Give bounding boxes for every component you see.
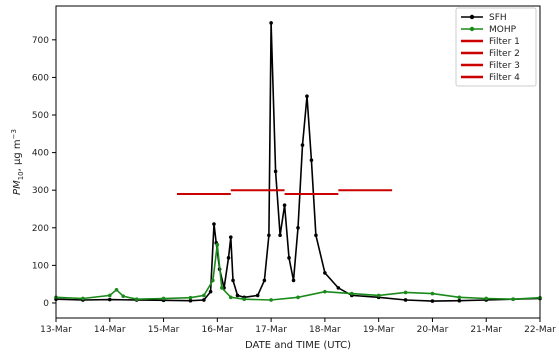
legend-box xyxy=(455,7,537,87)
legend-item: Filter 1 xyxy=(461,37,520,47)
data-point xyxy=(300,143,305,147)
data-point xyxy=(430,299,435,303)
data-point xyxy=(403,298,408,302)
data-point xyxy=(296,225,300,230)
y-tick-label: 100 xyxy=(32,261,49,271)
data-point xyxy=(211,278,215,283)
data-point xyxy=(161,296,166,301)
data-point xyxy=(220,286,224,290)
y-axis-label-var: PM xyxy=(12,180,23,195)
legend-label: SFH xyxy=(489,13,507,23)
y-tick-label: 500 xyxy=(32,111,49,121)
y-tick-label: 200 xyxy=(32,224,49,234)
x-tick-label: 18-Mar xyxy=(309,325,341,335)
x-axis-ticks: 13-Mar 14-Mar 15-Mar 16-Mar 17-Mar 18-Mar 19-M… xyxy=(40,318,556,335)
data-point xyxy=(403,290,408,295)
data-point xyxy=(188,295,193,300)
legend-item: SFH xyxy=(461,13,507,23)
data-point xyxy=(114,288,119,292)
legend-item: Filter 3 xyxy=(461,61,520,71)
data-point xyxy=(121,294,126,298)
data-point xyxy=(107,293,112,298)
data-point xyxy=(309,158,314,162)
data-point xyxy=(278,233,282,238)
data-point xyxy=(255,293,260,298)
x-tick-label: 14-Mar xyxy=(94,325,126,335)
legend-label: Filter 2 xyxy=(489,49,520,59)
x-tick-label: 13-Mar xyxy=(40,325,72,335)
data-point xyxy=(291,278,296,283)
x-tick-label: 19-Mar xyxy=(363,325,395,335)
y-axis-label: PM10, µg m−3 xyxy=(10,129,25,195)
y-tick-label: 300 xyxy=(32,186,49,196)
data-point xyxy=(202,293,206,298)
filter-layer xyxy=(177,189,393,195)
data-point xyxy=(242,297,247,302)
data-point xyxy=(231,278,235,283)
legend-marker xyxy=(469,26,475,32)
data-point xyxy=(81,296,85,301)
data-point xyxy=(314,233,318,238)
legend-label: Filter 3 xyxy=(489,61,520,71)
x-tick-label: 22-Mar xyxy=(524,325,556,335)
x-axis-label: DATE and TIME (UTC) xyxy=(245,340,351,351)
legend: SFH MOHP Filter 1 Filter 2 Filter 3 Filter 4 xyxy=(455,7,537,87)
y-tick-label: 600 xyxy=(32,73,49,83)
data-point xyxy=(267,233,271,238)
y-tick-label: 400 xyxy=(32,149,49,159)
data-point xyxy=(484,296,489,301)
x-tick-label: 15-Mar xyxy=(148,325,180,335)
legend-label: MOHP xyxy=(489,25,517,35)
data-point xyxy=(336,286,341,290)
y-tick-label: 700 xyxy=(32,36,49,46)
data-point xyxy=(212,222,216,226)
data-point xyxy=(430,291,435,296)
data-point xyxy=(134,297,139,302)
x-tick-label: 20-Mar xyxy=(417,325,449,335)
data-point xyxy=(457,298,462,303)
y-axis-ticks: 0 100 200 300 400 500 600 700 xyxy=(32,36,56,309)
data-point xyxy=(457,295,462,300)
x-tick-label: 21-Mar xyxy=(470,325,502,335)
data-point xyxy=(273,169,278,174)
data-point xyxy=(228,235,233,239)
data-point xyxy=(262,278,267,283)
data-point xyxy=(215,242,220,247)
x-tick-label: 16-Mar xyxy=(201,325,233,335)
data-point xyxy=(202,298,206,302)
legend-item: MOHP xyxy=(461,25,517,35)
data-point xyxy=(323,289,327,294)
data-point xyxy=(269,21,273,25)
data-point xyxy=(282,203,287,208)
series-layer xyxy=(54,21,542,303)
data-point xyxy=(107,297,112,302)
data-point xyxy=(269,298,273,302)
data-point xyxy=(376,293,381,298)
y-axis-label-sup: −3 xyxy=(10,129,18,139)
y-axis-label-unit: , µg m xyxy=(12,139,23,171)
legend-item: Filter 2 xyxy=(461,49,520,59)
data-point xyxy=(208,289,213,294)
data-point xyxy=(235,293,240,298)
data-point xyxy=(226,256,231,260)
legend-item: Filter 4 xyxy=(461,73,520,83)
data-point xyxy=(287,256,291,260)
series-mohp xyxy=(54,242,542,302)
x-tick-label: 17-Mar xyxy=(255,325,287,335)
data-point xyxy=(323,271,327,275)
plot-frame xyxy=(55,5,541,319)
data-point xyxy=(349,291,354,296)
data-point xyxy=(296,295,300,300)
data-point xyxy=(511,297,515,302)
legend-label: Filter 1 xyxy=(489,37,520,47)
legend-label: Filter 4 xyxy=(489,73,520,83)
data-point xyxy=(188,298,193,303)
y-axis-label-sub: 10 xyxy=(17,171,25,180)
y-tick-label: 0 xyxy=(43,299,49,309)
legend-marker xyxy=(469,14,475,20)
data-point xyxy=(228,295,233,300)
data-point xyxy=(305,94,309,99)
